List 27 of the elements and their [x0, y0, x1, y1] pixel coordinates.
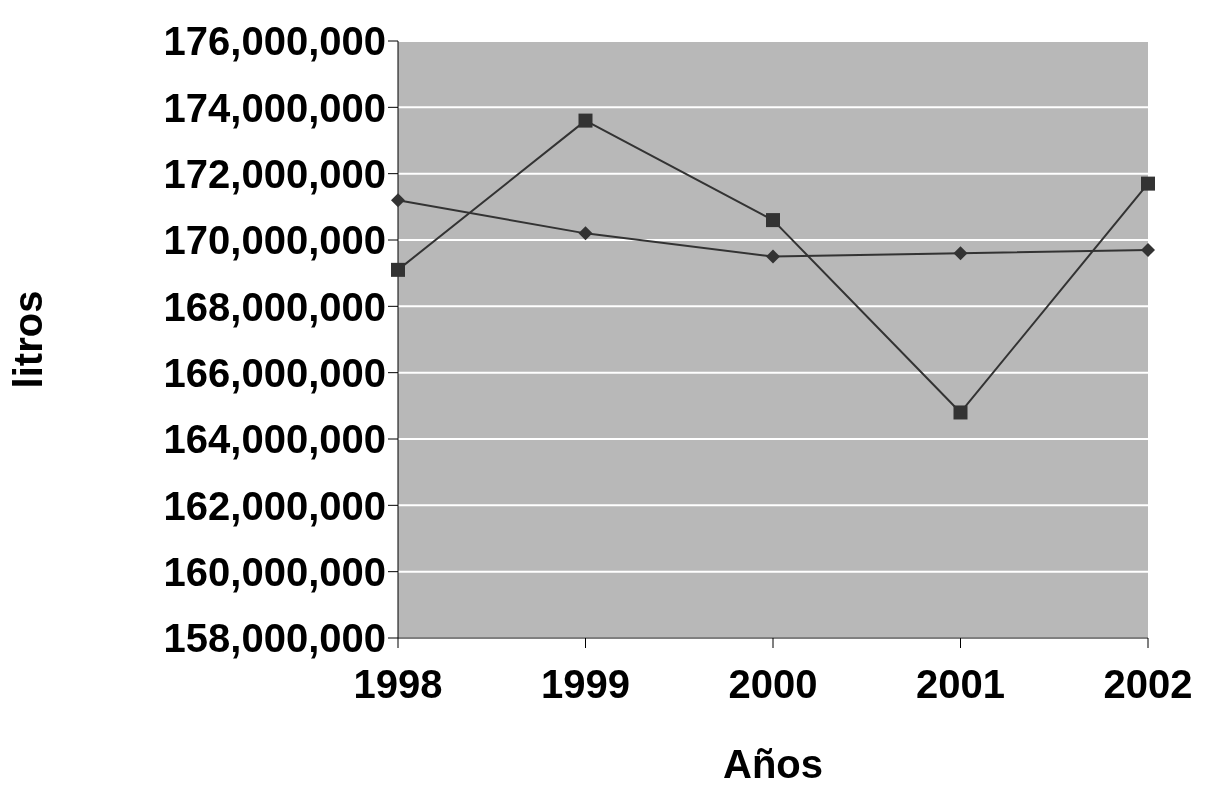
x-tick-label: 1998: [353, 662, 443, 707]
point: [766, 213, 780, 228]
point: [1141, 176, 1155, 191]
point: [766, 249, 780, 264]
y-axis-title: litros: [6, 290, 51, 389]
y-tick-label: 170,000,000: [163, 218, 386, 263]
x-axis-title: Años: [723, 742, 823, 786]
point: [391, 193, 405, 208]
y-tick-label: 158,000,000: [163, 616, 386, 661]
y-tick-label: 166,000,000: [163, 350, 386, 395]
y-tick-label: 164,000,000: [163, 417, 386, 462]
point: [1141, 242, 1155, 257]
x-tick-label: 2001: [916, 662, 1005, 707]
point: [953, 246, 968, 261]
point: [391, 262, 405, 277]
y-tick-label: 172,000,000: [163, 151, 386, 196]
y-tick-label: 176,000,000: [163, 19, 386, 64]
x-tick-label: 2002: [1103, 662, 1193, 707]
y-tick-label: 162,000,000: [163, 483, 386, 528]
y-tick-label: 174,000,000: [163, 85, 386, 130]
point: [578, 113, 593, 128]
x-tick-label: 1999: [541, 662, 630, 707]
x-tick-label: 2000: [728, 662, 818, 707]
y-tick-label: 168,000,000: [163, 284, 386, 329]
y-tick-label: 160,000,000: [163, 549, 386, 594]
point: [578, 226, 593, 241]
point: [953, 405, 968, 420]
